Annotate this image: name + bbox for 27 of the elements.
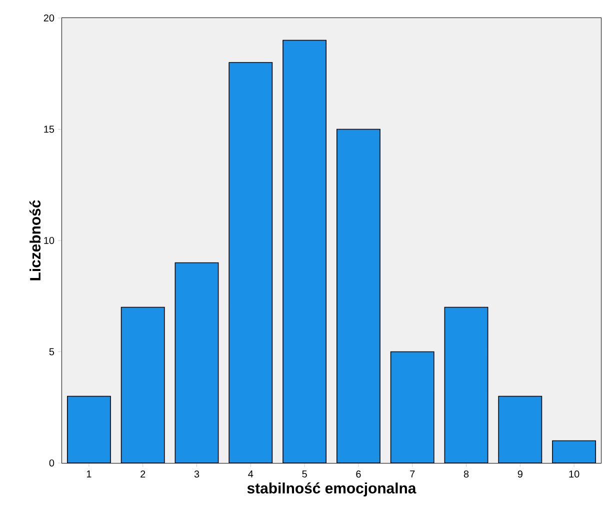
bar xyxy=(67,396,111,463)
bar xyxy=(552,440,596,463)
y-tick-label: 0 xyxy=(49,459,54,467)
bar xyxy=(121,307,164,463)
y-tick-label: 20 xyxy=(44,14,54,22)
y-axis-title: Liczebność xyxy=(29,200,41,280)
y-tick-label: 15 xyxy=(44,126,54,133)
y-tick-label: 5 xyxy=(49,348,54,356)
bar xyxy=(229,62,272,463)
x-tick-label: 6 xyxy=(356,470,361,478)
bar xyxy=(498,396,542,463)
x-axis-title: stabilność emocjonalna xyxy=(247,482,416,496)
x-tick-label: 1 xyxy=(86,470,92,478)
bar xyxy=(282,40,326,463)
x-tick-label: 7 xyxy=(410,470,415,478)
x-tick-label: 9 xyxy=(518,470,522,478)
y-tick-label: 10 xyxy=(44,236,54,244)
x-tick-label: 4 xyxy=(248,470,254,478)
x-tick-label: 2 xyxy=(140,470,146,478)
x-tick-label: 8 xyxy=(464,470,469,478)
bar xyxy=(444,307,488,463)
bar xyxy=(336,129,380,463)
bar xyxy=(390,352,434,463)
x-tick-label: 3 xyxy=(194,470,200,478)
x-tick-label: 10 xyxy=(569,470,580,478)
x-tick-label: 5 xyxy=(302,470,307,478)
bar xyxy=(175,262,218,463)
